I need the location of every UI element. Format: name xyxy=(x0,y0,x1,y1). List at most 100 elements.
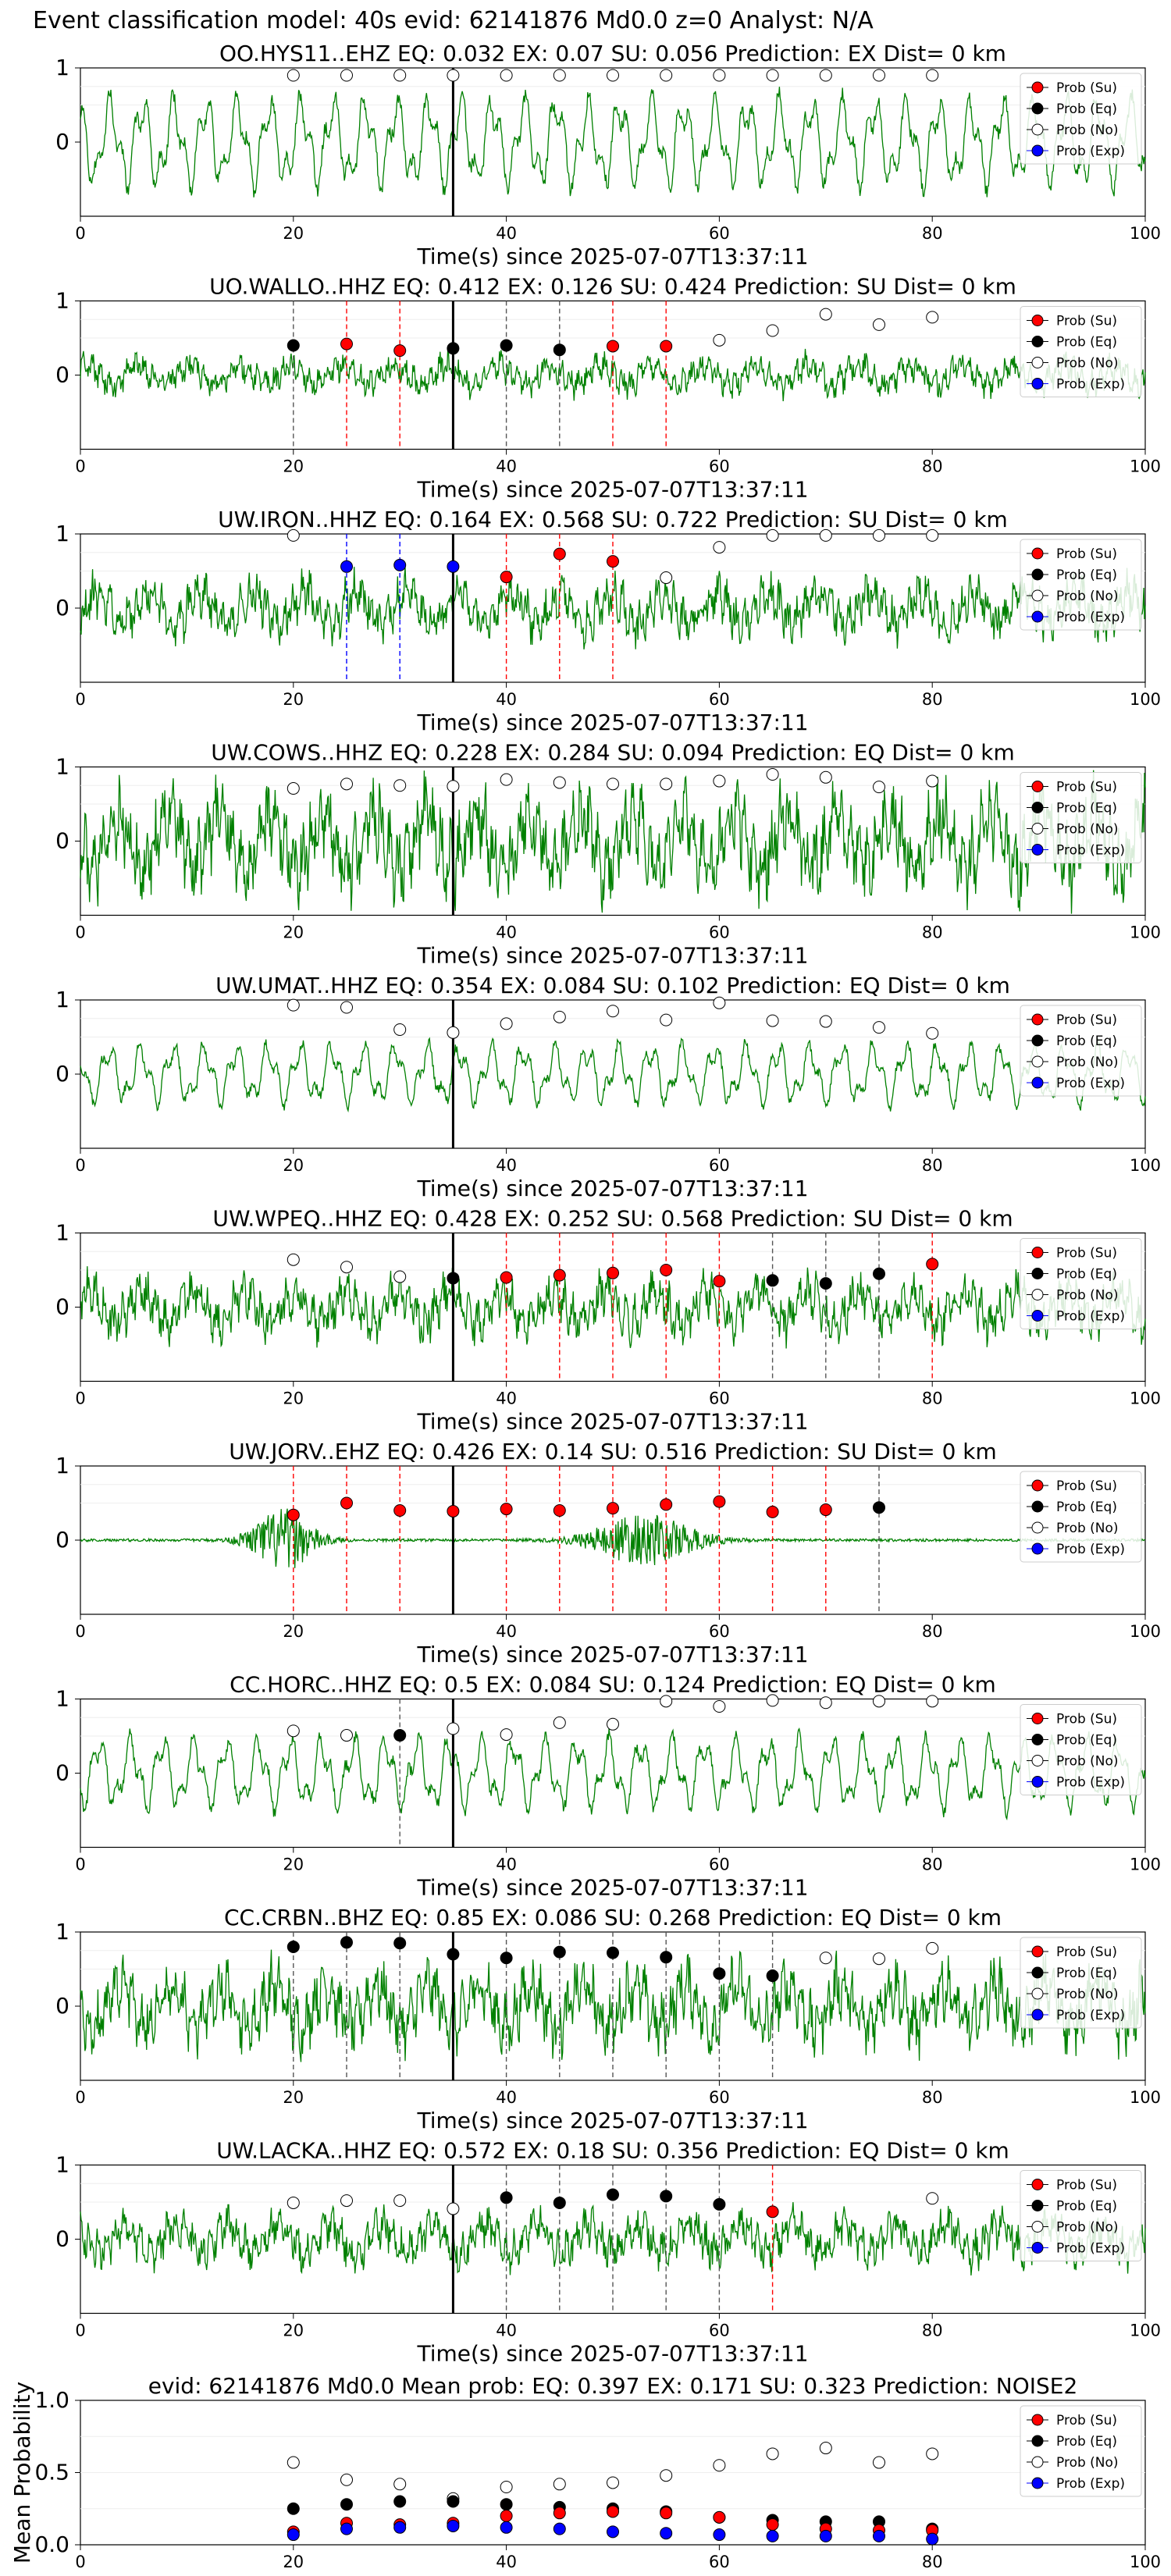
legend-label: Prob (No) xyxy=(1056,589,1119,604)
x-axis-label: Time(s) since 2025-07-07T13:37:11 xyxy=(416,477,808,503)
prob-marker-su xyxy=(766,2205,779,2218)
legend-label: Prob (Su) xyxy=(1056,2178,1117,2194)
legend-marker-no xyxy=(1031,1987,1044,2000)
mean-marker-no xyxy=(287,2456,300,2469)
prob-marker-no xyxy=(819,528,832,542)
x-tick-label: 0 xyxy=(75,690,85,709)
x-tick-label: 0 xyxy=(75,2088,85,2107)
prob-marker-no xyxy=(926,69,939,82)
panel-title: UW.LACKA..HHZ EQ: 0.572 EX: 0.18 SU: 0.3… xyxy=(216,2138,1009,2164)
mean-marker-no xyxy=(926,2447,939,2460)
x-tick-label: 100 xyxy=(1130,1389,1161,1408)
prob-marker-su xyxy=(340,337,353,350)
legend-label: Prob (Eq) xyxy=(1056,101,1117,117)
prob-marker-su xyxy=(607,555,619,568)
legend-label: Prob (Eq) xyxy=(1056,335,1117,350)
x-axis-label: Time(s) since 2025-07-07T13:37:11 xyxy=(416,1409,808,1435)
x-tick-label: 60 xyxy=(709,1856,730,1874)
legend-marker-su xyxy=(1031,2414,1044,2426)
prob-marker-exp xyxy=(447,560,460,573)
prob-marker-no xyxy=(287,998,300,1012)
x-tick-label: 60 xyxy=(709,457,730,476)
legend-marker-su xyxy=(1031,1013,1044,1026)
prob-marker-eq xyxy=(713,1967,726,1980)
prob-marker-eq xyxy=(819,1277,832,1290)
x-tick-label: 0 xyxy=(75,457,85,476)
x-tick-label: 100 xyxy=(1130,690,1161,709)
waveform-trace xyxy=(80,1727,1146,1821)
prob-marker-no xyxy=(393,779,407,792)
y-tick-label: 1 xyxy=(55,1919,69,1944)
x-tick-label: 20 xyxy=(283,1389,304,1408)
prob-marker-su xyxy=(660,1498,673,1511)
x-tick-label: 80 xyxy=(922,2088,943,2107)
legend: Prob (Su) Prob (Eq) Prob (No) Prob (Exp) xyxy=(1020,1238,1142,1329)
legend-box xyxy=(1020,772,1142,863)
y-tick-label: 1 xyxy=(55,987,69,1012)
waveform-trace xyxy=(80,87,1146,197)
prob-marker-su xyxy=(553,1268,566,1282)
legend-label: Prob (Su) xyxy=(1056,1478,1117,1494)
legend-marker-exp xyxy=(1031,1776,1044,1788)
x-tick-label: 20 xyxy=(283,2088,304,2107)
y-tick-label: 1 xyxy=(55,1453,69,1478)
legend-marker-no xyxy=(1031,1755,1044,1767)
legend-label: Prob (Exp) xyxy=(1056,144,1125,159)
legend-label: Prob (Exp) xyxy=(1056,1775,1125,1791)
panel-title: UW.WPEQ..HHZ EQ: 0.428 EX: 0.252 SU: 0.5… xyxy=(212,1206,1013,1232)
legend-label: Prob (No) xyxy=(1056,1987,1119,2002)
legend-marker-no xyxy=(1031,2221,1044,2233)
prob-marker-no xyxy=(287,1724,300,1738)
prob-marker-eq xyxy=(553,1945,566,1959)
prob-marker-eq xyxy=(873,1501,885,1514)
x-tick-label: 0 xyxy=(75,1156,85,1175)
x-tick-label: 20 xyxy=(283,1622,304,1641)
legend-marker-eq xyxy=(1031,2435,1044,2447)
prob-marker-eq xyxy=(553,2196,566,2209)
legend-label: Prob (Eq) xyxy=(1056,1733,1117,1749)
legend-label: Prob (No) xyxy=(1056,2220,1119,2236)
legend: Prob (Su) Prob (Eq) Prob (No) Prob (Exp) xyxy=(1020,1937,1142,2029)
prob-marker-no xyxy=(447,780,460,793)
x-tick-label: 80 xyxy=(922,1389,943,1408)
x-tick-label: 20 xyxy=(283,224,304,243)
legend-marker-exp xyxy=(1031,1310,1044,1322)
prob-marker-no xyxy=(873,1952,885,1966)
legend-label: Prob (No) xyxy=(1056,2455,1119,2471)
prob-marker-no xyxy=(500,1728,513,1742)
prob-marker-no xyxy=(660,777,673,791)
legend-box xyxy=(1020,1471,1142,1563)
prob-marker-eq xyxy=(553,343,566,357)
prob-marker-no xyxy=(287,782,300,795)
x-tick-label: 100 xyxy=(1130,923,1161,942)
x-tick-label: 60 xyxy=(709,923,730,942)
panel-title: UW.JORV..EHZ EQ: 0.426 EX: 0.14 SU: 0.51… xyxy=(229,1439,997,1464)
prob-marker-no xyxy=(873,528,885,542)
mean-marker-exp xyxy=(553,2522,566,2535)
x-axis-label: Time(s) since 2025-07-07T13:37:11 xyxy=(416,2108,808,2133)
legend-label: Prob (No) xyxy=(1056,1521,1119,1536)
x-tick-label: 100 xyxy=(1130,224,1161,243)
x-tick-label: 100 xyxy=(1130,2553,1161,2571)
prob-marker-eq xyxy=(393,1937,407,1950)
prob-marker-su xyxy=(287,1508,300,1521)
legend-marker-exp xyxy=(1031,2477,1044,2489)
y-tick-label: 1 xyxy=(55,1686,69,1712)
legend-marker-no xyxy=(1031,1289,1044,1300)
prob-marker-no xyxy=(340,1729,353,1742)
legend-label: Prob (No) xyxy=(1056,1288,1119,1304)
y-tick-label: 0 xyxy=(55,129,69,155)
x-tick-label: 0 xyxy=(75,1856,85,1874)
x-tick-label: 40 xyxy=(496,2088,517,2107)
prob-marker-su xyxy=(819,1503,832,1517)
x-tick-label: 100 xyxy=(1130,1856,1161,1874)
panel-title: CC.CRBN..BHZ EQ: 0.85 EX: 0.086 SU: 0.26… xyxy=(224,1905,1002,1930)
legend-label: Prob (No) xyxy=(1056,822,1119,838)
legend-box xyxy=(1020,73,1142,165)
legend: Prob (Su) Prob (Eq) Prob (No) Prob (Exp) xyxy=(1020,306,1142,397)
prob-marker-su xyxy=(607,1502,619,1515)
prob-marker-su xyxy=(500,1503,513,1516)
legend: Prob (Su) Prob (Eq) Prob (No) Prob (Exp) xyxy=(1020,2405,1142,2497)
